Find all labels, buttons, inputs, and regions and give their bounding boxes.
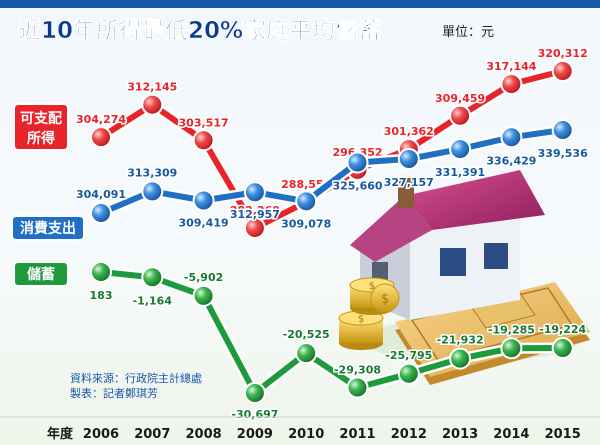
- data-label-savings-2006: 183: [90, 289, 113, 302]
- house-money-illustration: $ $ $: [338, 170, 590, 385]
- data-label-consumption-2015: 339,536: [538, 147, 588, 160]
- data-point-savings-2013: [449, 347, 472, 370]
- author-note: 製表：記者鄭琪芳: [70, 386, 158, 400]
- data-point-consumption-2013: [449, 138, 472, 161]
- data-point-disposable-income-2008: [192, 129, 215, 152]
- data-label-savings-2013: -21,932: [437, 334, 484, 347]
- data-point-savings-2012: [397, 362, 420, 385]
- data-label-savings-2011: -29,308: [334, 364, 381, 377]
- x-tick-2012: 2012: [391, 427, 427, 442]
- data-point-savings-2008: [192, 284, 215, 307]
- data-label-disposable-income-2012: 301,362: [384, 125, 434, 138]
- data-label-disposable-income-2013: 309,459: [435, 92, 485, 105]
- data-point-disposable-income-2013: [449, 104, 472, 127]
- data-label-consumption-2006: 304,091: [76, 188, 126, 201]
- data-label-savings-2009: -30,697: [231, 408, 278, 421]
- data-label-disposable-income-2008: 303,517: [179, 116, 229, 129]
- data-label-consumption-2007: 313,309: [127, 166, 177, 179]
- data-point-disposable-income-2014: [500, 73, 523, 96]
- data-point-disposable-income-2006: [90, 126, 112, 149]
- data-point-savings-2015: [551, 337, 574, 360]
- top-accent-bar: [0, 0, 600, 8]
- data-point-savings-2011: [346, 376, 369, 399]
- data-label-savings-2007: -1,164: [133, 294, 173, 307]
- data-point-savings-2014: [500, 337, 523, 360]
- data-label-consumption-2012: 327,157: [384, 176, 434, 189]
- series-layer: 304,274312,145303,517282,260288,553296,3…: [74, 46, 589, 423]
- legend-consumption: 消費支出: [11, 215, 85, 241]
- legend-savings-label: 儲蓄: [26, 266, 55, 283]
- data-point-consumption-2006: [90, 202, 112, 224]
- data-label-savings-2008: -5,902: [184, 271, 223, 284]
- series-line-savings: [100, 269, 563, 396]
- data-label-disposable-income-2006: 304,274: [76, 113, 126, 126]
- x-axis-ticks: 2006 2007 2008 2009 2010 2011 2012 2013 2014 2015: [83, 427, 581, 442]
- legend-savings: 儲蓄: [13, 261, 69, 287]
- data-point-consumption-2010: [295, 190, 318, 213]
- data-point-disposable-income-2007: [141, 93, 164, 116]
- data-label-savings-2010: -20,525: [283, 328, 330, 341]
- data-label-consumption-2010: 309,078: [281, 217, 331, 230]
- x-tick-2009: 2009: [237, 427, 273, 442]
- x-tick-2007: 2007: [134, 427, 170, 442]
- data-point-savings-2006: [90, 261, 112, 283]
- data-label-savings-2015: -19,224: [539, 323, 586, 336]
- legend-consumption-label: 消費支出: [20, 220, 76, 237]
- data-point-consumption-2007: [141, 180, 164, 203]
- data-point-savings-2010: [295, 342, 318, 365]
- data-label-savings-2012: -25,795: [385, 349, 432, 362]
- data-point-consumption-2011: [346, 151, 369, 174]
- data-point-consumption-2015: [551, 119, 574, 141]
- data-point-disposable-income-2009: [243, 217, 266, 239]
- coin-stacks: $ $ $: [338, 277, 400, 350]
- data-point-savings-2007: [141, 266, 164, 289]
- data-label-consumption-2009: 312,957: [230, 208, 280, 221]
- data-point-consumption-2009: [243, 181, 266, 204]
- x-tick-2011: 2011: [339, 427, 375, 442]
- legend-disposable-income: 可支配 所得: [13, 103, 69, 151]
- series-line-consumption: [99, 127, 564, 216]
- svg-text:$: $: [369, 281, 375, 292]
- data-label-savings-2014: -19,285: [488, 323, 535, 336]
- data-point-consumption-2008: [192, 189, 215, 212]
- x-tick-2015: 2015: [545, 427, 581, 442]
- data-point-disposable-income-2015: [551, 60, 574, 82]
- x-tick-2008: 2008: [186, 427, 222, 442]
- data-label-disposable-income-2015: 320,312: [538, 47, 588, 60]
- data-point-consumption-2014: [500, 126, 523, 149]
- x-tick-2006: 2006: [83, 427, 119, 442]
- data-label-disposable-income-2007: 312,145: [127, 81, 177, 94]
- x-tick-2010: 2010: [288, 427, 324, 442]
- source-note: 資料來源：行政院主計總處: [70, 371, 202, 385]
- x-axis-title: 年度: [47, 426, 74, 442]
- svg-text:$: $: [358, 314, 364, 325]
- data-label-disposable-income-2009: 282,260: [230, 204, 280, 217]
- data-point-consumption-2012: [397, 147, 420, 170]
- data-label-disposable-income-2014: 317,144: [486, 60, 536, 73]
- x-tick-2013: 2013: [442, 427, 478, 442]
- data-label-consumption-2011: 325,660: [332, 179, 382, 192]
- data-point-savings-2009: [243, 382, 266, 404]
- data-label-consumption-2013: 331,391: [435, 166, 485, 179]
- svg-text:$: $: [381, 292, 389, 307]
- data-label-consumption-2008: 309,419: [179, 217, 229, 230]
- data-label-consumption-2014: 336,429: [486, 154, 536, 167]
- chart-title: 近10年所得最低20%家庭平均儲蓄: [18, 17, 381, 44]
- legend-disposable-income-line2: 所得: [27, 130, 55, 147]
- x-tick-2014: 2014: [493, 427, 529, 442]
- unit-label: 單位：元: [442, 25, 494, 40]
- legend-disposable-income-line1: 可支配: [20, 110, 62, 127]
